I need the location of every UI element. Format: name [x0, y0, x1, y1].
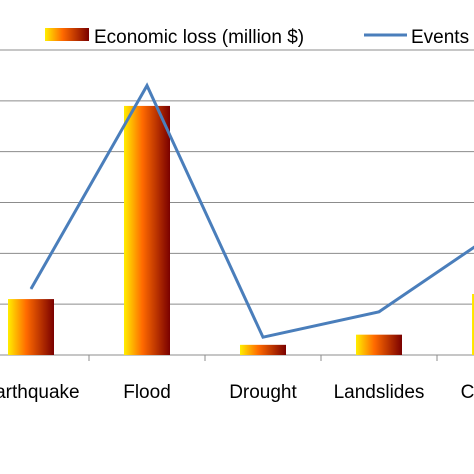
- bar-flood: [124, 105, 170, 356]
- x-tick-label-flood: Flood: [123, 382, 171, 403]
- gridlines: [0, 49, 474, 305]
- legend-bar-label: Economic loss (million $): [94, 27, 304, 48]
- events-line: [29, 82, 474, 339]
- events-point-landslides: [378, 311, 380, 313]
- x-tick-label-landslides: Landslides: [334, 382, 425, 403]
- bar-earthquake: [8, 299, 54, 355]
- events-point-flood: [146, 85, 148, 87]
- x-tick-label-drought: Drought: [229, 382, 297, 403]
- bar-series: [8, 105, 474, 356]
- bar-drought: [240, 344, 286, 355]
- x-tick-label-earthquake: Earthquake: [0, 382, 80, 403]
- bar-landslides: [356, 334, 402, 355]
- events-point-earthquake: [30, 288, 32, 290]
- bar-cyclone: [472, 294, 474, 355]
- events-point-drought: [262, 336, 264, 338]
- line-series: [29, 82, 474, 339]
- legend-bar-swatch: [45, 28, 89, 41]
- x-tick-label-cyclone: Cyclone: [461, 382, 474, 403]
- x-tick-labels: Earthquake Flood Drought Landslides Cyclone: [0, 382, 474, 403]
- legend-line-label: Events: [411, 27, 469, 48]
- legend: Economic loss (million $) Events: [45, 27, 469, 48]
- x-axis: [0, 354, 474, 361]
